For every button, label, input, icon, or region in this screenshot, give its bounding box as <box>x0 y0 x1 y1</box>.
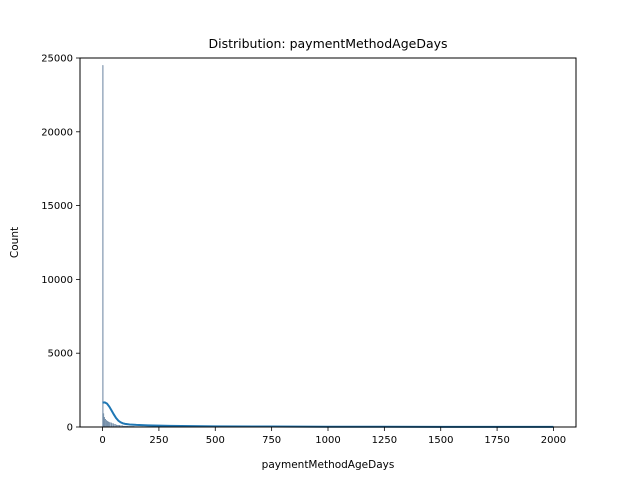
x-tick-label: 1750 <box>484 435 509 446</box>
plot-frame <box>79 57 577 428</box>
x-tick-label: 0 <box>99 435 105 446</box>
y-tick-label: 10000 <box>41 275 73 286</box>
y-tick-label: 0 <box>67 423 73 434</box>
y-axis: 0 5000 10000 15000 20000 25000 <box>41 54 80 434</box>
x-tick-label: 1250 <box>372 435 397 446</box>
x-axis-label: paymentMethodAgeDays <box>262 459 395 471</box>
y-tick-label: 15000 <box>41 201 73 212</box>
kde-curve <box>102 401 554 428</box>
bars-layer <box>102 65 554 428</box>
histogram-bar <box>102 65 104 428</box>
y-tick-label: 25000 <box>41 54 73 65</box>
y-tick-label: 20000 <box>41 127 73 138</box>
x-tick-label: 500 <box>206 435 225 446</box>
x-axis: 0 250 500 750 1000 1250 1500 1750 2000 <box>99 427 566 446</box>
y-axis-label: Count <box>9 227 21 258</box>
chart-title: Distribution: paymentMethodAgeDays <box>208 36 447 51</box>
x-tick-label: 2000 <box>541 435 566 446</box>
x-tick-label: 1500 <box>428 435 453 446</box>
y-tick-label: 5000 <box>48 349 73 360</box>
x-tick-label: 1000 <box>315 435 340 446</box>
x-tick-label: 750 <box>262 435 281 446</box>
histogram-bar <box>109 422 112 428</box>
x-tick-label: 250 <box>149 435 168 446</box>
